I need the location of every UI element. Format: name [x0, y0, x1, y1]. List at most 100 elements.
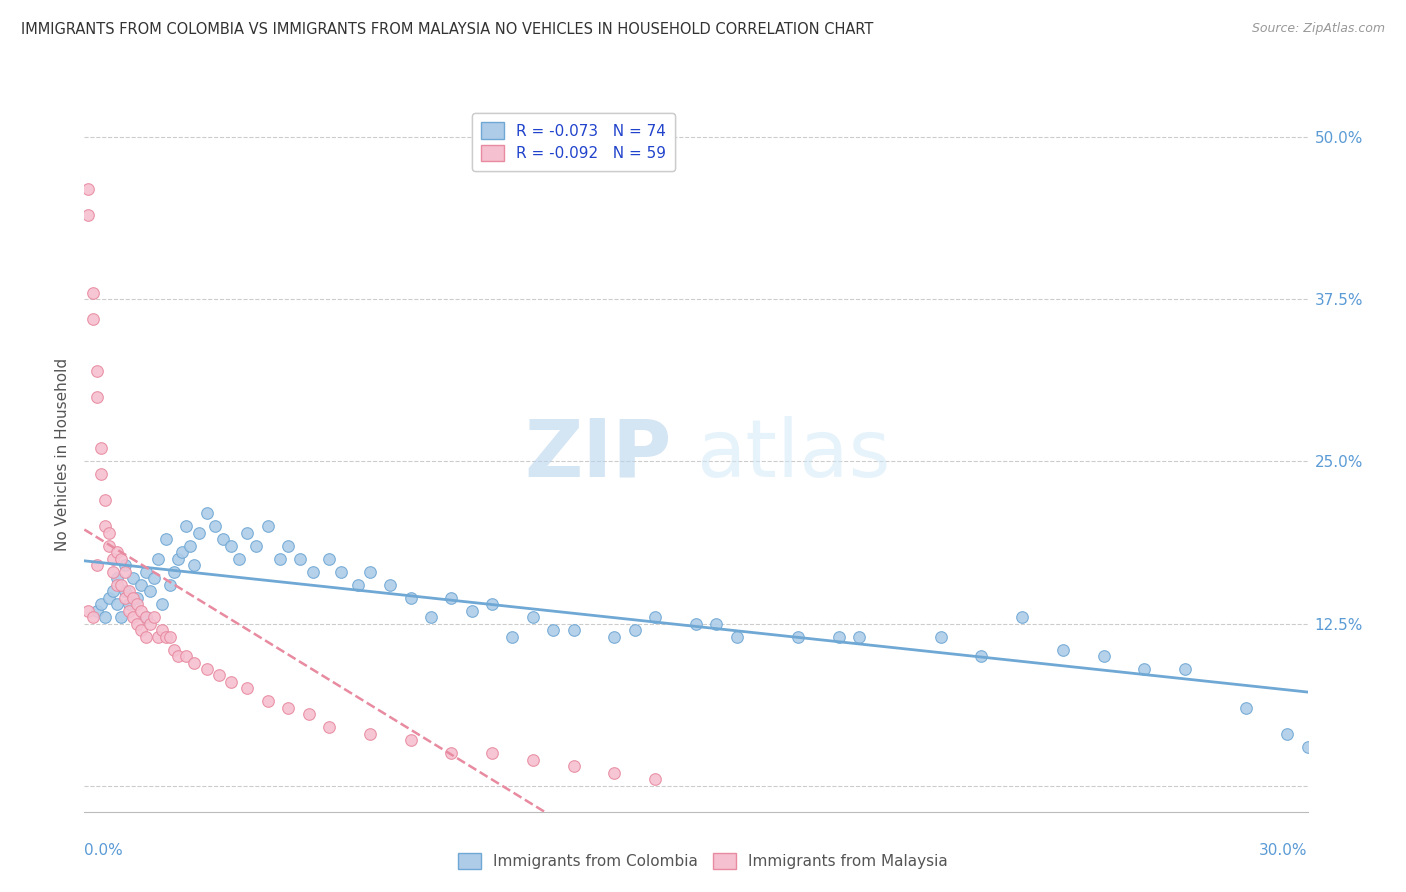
- Point: [105, 545, 128, 559]
- Point: [93, 610, 115, 624]
- Point: [543, 623, 565, 637]
- Point: [118, 584, 141, 599]
- Point: [77, 604, 100, 618]
- Point: [420, 610, 443, 624]
- Point: [481, 597, 503, 611]
- Point: [138, 584, 160, 599]
- Point: [1052, 642, 1074, 657]
- Point: [204, 519, 226, 533]
- Point: [159, 577, 181, 591]
- Point: [725, 630, 748, 644]
- Point: [93, 493, 115, 508]
- Point: [174, 519, 197, 533]
- Point: [440, 591, 463, 605]
- Point: [1174, 662, 1197, 676]
- Point: [135, 630, 157, 644]
- Point: [440, 747, 463, 761]
- Point: [114, 558, 136, 573]
- Point: [399, 733, 422, 747]
- Point: [77, 182, 100, 196]
- Point: [77, 208, 100, 222]
- Point: [461, 604, 484, 618]
- Point: [174, 648, 197, 663]
- Point: [135, 565, 157, 579]
- Point: [848, 630, 870, 644]
- Point: [101, 565, 124, 579]
- Point: [118, 604, 141, 618]
- Point: [150, 597, 173, 611]
- Point: [159, 630, 181, 644]
- Point: [114, 584, 136, 599]
- Point: [172, 545, 194, 559]
- Point: [195, 662, 218, 676]
- Point: [219, 539, 242, 553]
- Point: [1092, 648, 1115, 663]
- Point: [155, 533, 177, 547]
- Point: [380, 577, 402, 591]
- Point: [131, 623, 153, 637]
- Legend: R = -0.073   N = 74, R = -0.092   N = 59: R = -0.073 N = 74, R = -0.092 N = 59: [472, 113, 675, 170]
- Point: [163, 565, 186, 579]
- Point: [167, 648, 190, 663]
- Point: [212, 533, 235, 547]
- Point: [624, 623, 647, 637]
- Point: [110, 551, 132, 566]
- Point: [1133, 662, 1156, 676]
- Point: [522, 753, 544, 767]
- Point: [127, 591, 149, 605]
- Point: [110, 610, 132, 624]
- Point: [179, 539, 201, 553]
- Point: [330, 565, 353, 579]
- Point: [101, 551, 124, 566]
- Point: [603, 765, 626, 780]
- Point: [183, 558, 205, 573]
- Point: [644, 610, 666, 624]
- Point: [150, 623, 173, 637]
- Point: [82, 610, 104, 624]
- Point: [298, 707, 321, 722]
- Point: [290, 551, 312, 566]
- Point: [644, 772, 666, 787]
- Point: [685, 616, 707, 631]
- Point: [1275, 727, 1298, 741]
- Text: Source: ZipAtlas.com: Source: ZipAtlas.com: [1251, 22, 1385, 36]
- Point: [522, 610, 544, 624]
- Point: [318, 720, 340, 734]
- Point: [110, 577, 132, 591]
- Text: 30.0%: 30.0%: [1260, 843, 1308, 858]
- Point: [269, 551, 291, 566]
- Point: [301, 565, 323, 579]
- Point: [183, 656, 205, 670]
- Y-axis label: No Vehicles in Household: No Vehicles in Household: [55, 359, 70, 551]
- Point: [86, 363, 108, 377]
- Text: 0.0%: 0.0%: [84, 843, 124, 858]
- Point: [167, 551, 190, 566]
- Point: [562, 623, 585, 637]
- Point: [122, 610, 145, 624]
- Point: [1234, 701, 1257, 715]
- Point: [86, 558, 108, 573]
- Point: [501, 630, 523, 644]
- Point: [101, 584, 124, 599]
- Point: [131, 577, 153, 591]
- Point: [105, 571, 128, 585]
- Point: [142, 610, 165, 624]
- Point: [195, 506, 218, 520]
- Point: [562, 759, 585, 773]
- Point: [90, 467, 112, 482]
- Point: [603, 630, 626, 644]
- Point: [1296, 739, 1319, 754]
- Text: ZIP: ZIP: [524, 416, 672, 494]
- Point: [704, 616, 728, 631]
- Point: [122, 591, 145, 605]
- Point: [127, 597, 149, 611]
- Point: [127, 616, 149, 631]
- Point: [245, 539, 267, 553]
- Point: [82, 285, 104, 300]
- Point: [929, 630, 952, 644]
- Text: atlas: atlas: [696, 416, 890, 494]
- Point: [131, 604, 153, 618]
- Point: [163, 642, 186, 657]
- Point: [97, 525, 120, 540]
- Point: [346, 577, 368, 591]
